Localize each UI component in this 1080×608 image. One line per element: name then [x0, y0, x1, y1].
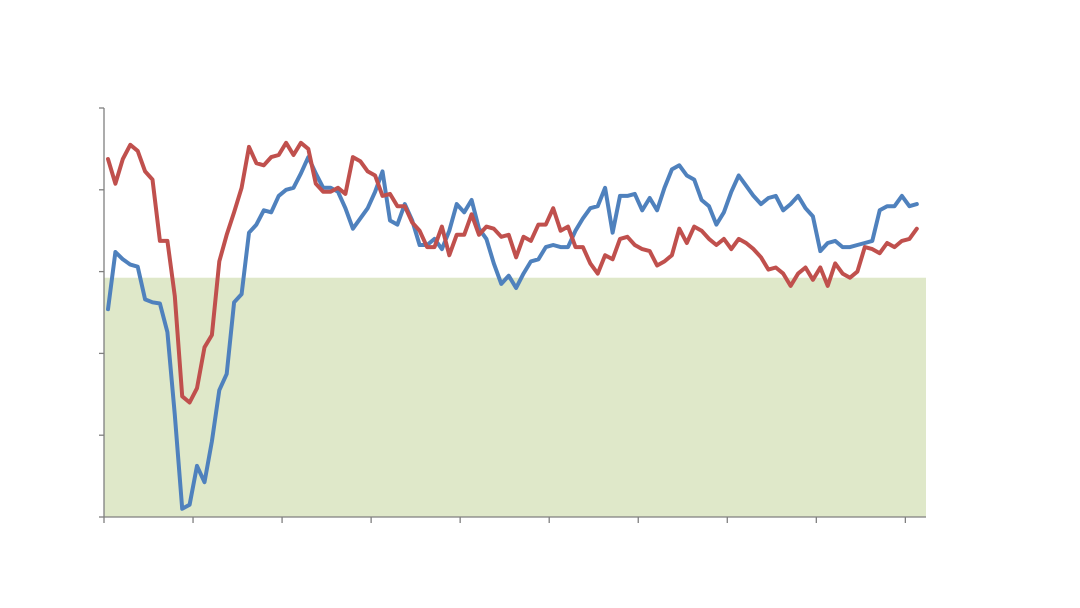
series-layer — [106, 140, 919, 511]
y-axis-ticks — [99, 107, 104, 518]
x-axis-ticks — [103, 517, 907, 523]
series-line-2 — [106, 140, 919, 405]
axes — [99, 107, 926, 523]
shaded-band — [104, 277, 926, 517]
series-line-1 — [106, 155, 919, 511]
